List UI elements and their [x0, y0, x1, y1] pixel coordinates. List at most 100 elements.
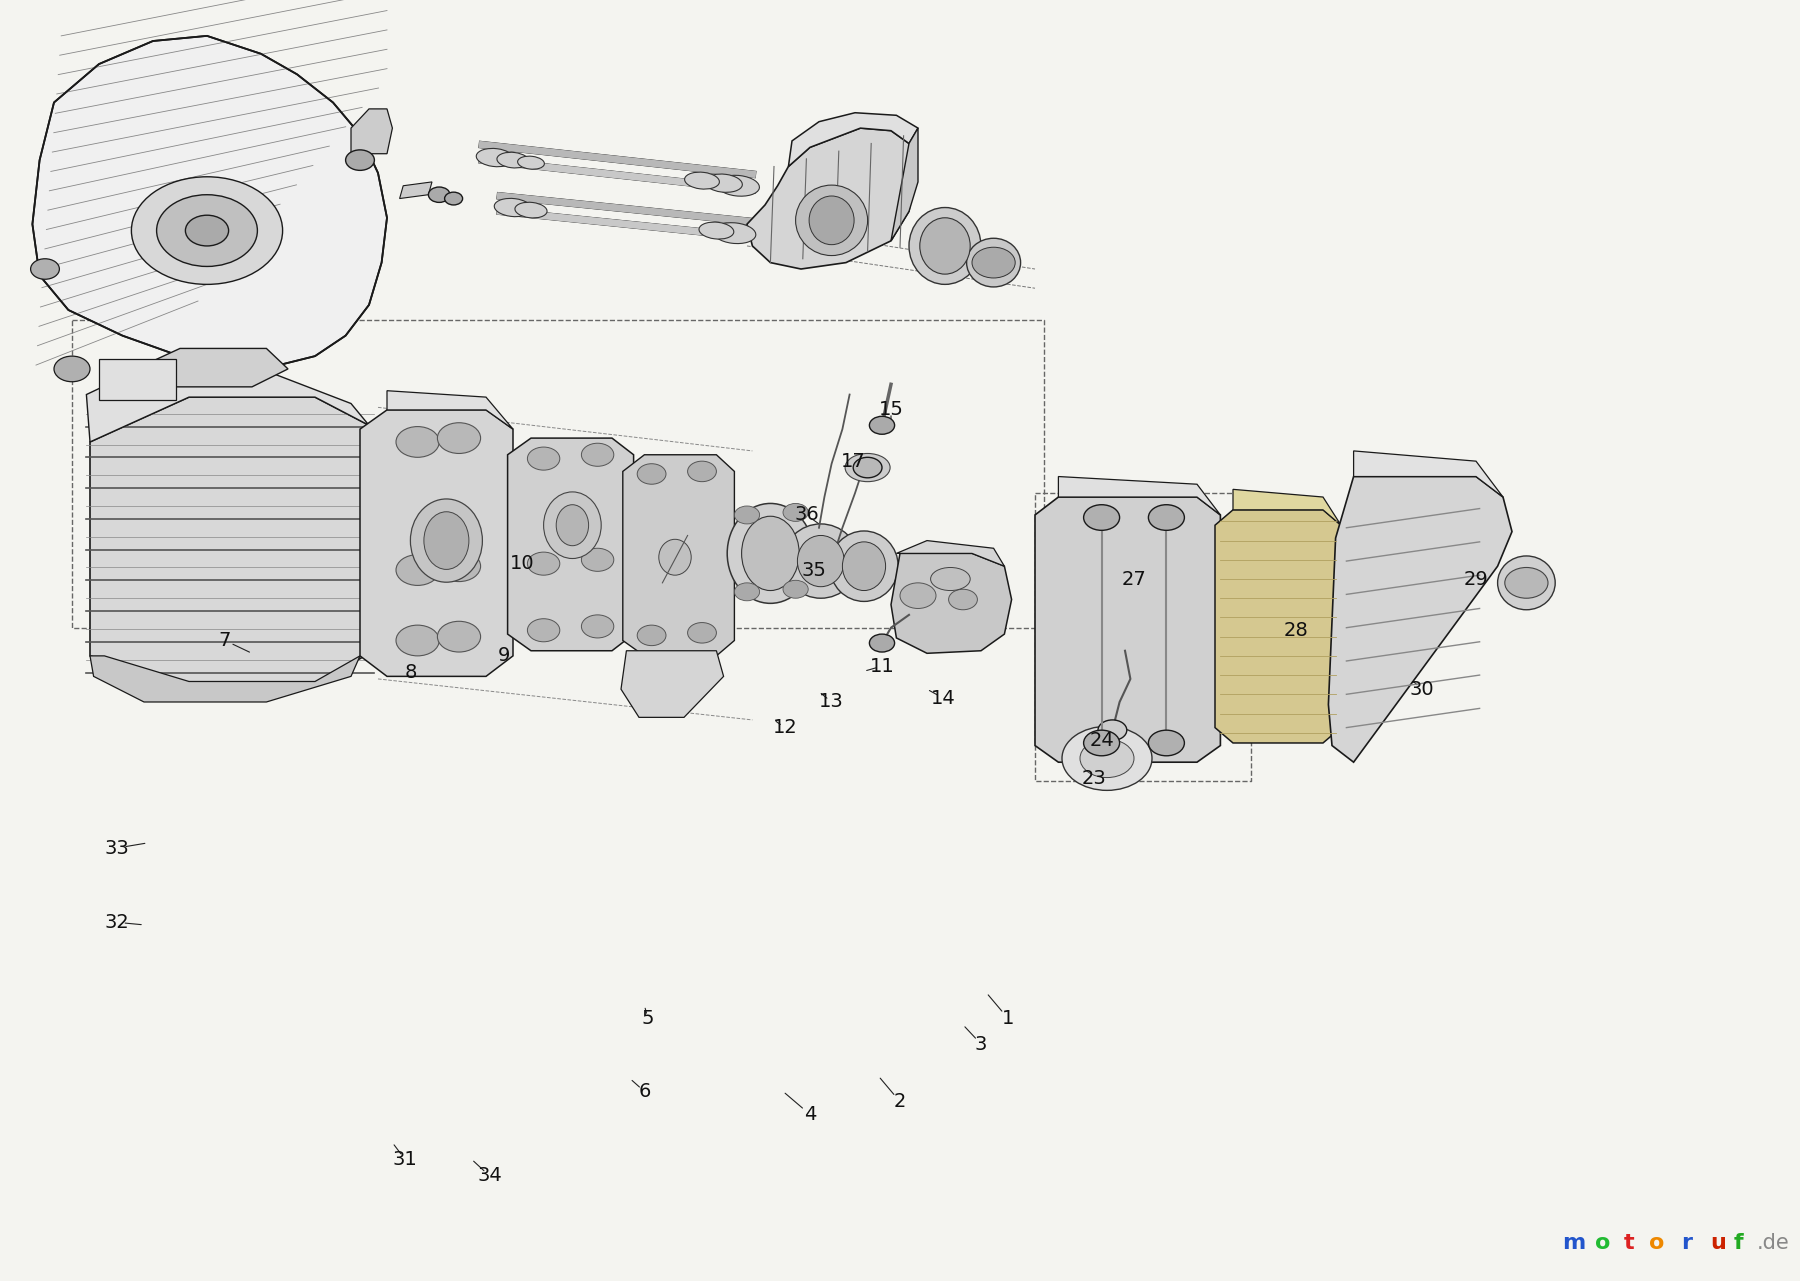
Ellipse shape — [830, 530, 898, 601]
Ellipse shape — [477, 149, 513, 167]
Circle shape — [131, 177, 283, 284]
Text: 27: 27 — [1121, 570, 1147, 588]
Ellipse shape — [1498, 556, 1555, 610]
Circle shape — [783, 503, 808, 521]
Text: 30: 30 — [1409, 680, 1435, 698]
Circle shape — [31, 259, 59, 279]
Ellipse shape — [497, 152, 529, 168]
Circle shape — [527, 619, 560, 642]
Text: 23: 23 — [1082, 770, 1107, 788]
Polygon shape — [90, 397, 369, 685]
Ellipse shape — [706, 174, 742, 192]
Polygon shape — [32, 36, 387, 365]
Text: 11: 11 — [869, 657, 895, 675]
Ellipse shape — [810, 196, 855, 245]
Ellipse shape — [659, 539, 691, 575]
Polygon shape — [400, 182, 432, 199]
Circle shape — [437, 423, 481, 453]
Text: 5: 5 — [643, 1009, 653, 1027]
Circle shape — [157, 195, 257, 266]
Polygon shape — [891, 553, 1012, 653]
Text: 6: 6 — [639, 1082, 650, 1100]
Text: 12: 12 — [772, 719, 797, 737]
Ellipse shape — [716, 175, 760, 196]
Ellipse shape — [909, 208, 981, 284]
Polygon shape — [144, 348, 288, 387]
Circle shape — [445, 192, 463, 205]
Polygon shape — [747, 128, 914, 269]
Ellipse shape — [515, 202, 547, 218]
Ellipse shape — [846, 453, 889, 482]
Circle shape — [637, 625, 666, 646]
Circle shape — [734, 506, 760, 524]
Ellipse shape — [920, 218, 970, 274]
Polygon shape — [891, 128, 918, 241]
Text: r: r — [1681, 1232, 1692, 1253]
Polygon shape — [1328, 477, 1512, 762]
Circle shape — [853, 457, 882, 478]
Circle shape — [734, 583, 760, 601]
Circle shape — [581, 615, 614, 638]
Polygon shape — [1354, 451, 1503, 497]
Ellipse shape — [967, 238, 1021, 287]
Ellipse shape — [931, 567, 970, 591]
Circle shape — [1084, 730, 1120, 756]
Circle shape — [1098, 720, 1127, 740]
Ellipse shape — [797, 535, 844, 587]
Text: 13: 13 — [819, 693, 844, 711]
Text: 1: 1 — [1003, 1009, 1013, 1027]
Circle shape — [581, 548, 614, 571]
Text: 34: 34 — [477, 1167, 502, 1185]
Circle shape — [527, 447, 560, 470]
Text: o: o — [1595, 1232, 1611, 1253]
Circle shape — [1062, 726, 1152, 790]
Circle shape — [428, 187, 450, 202]
Polygon shape — [788, 113, 918, 167]
Text: u: u — [1710, 1232, 1726, 1253]
Ellipse shape — [783, 524, 859, 598]
Text: 17: 17 — [841, 452, 866, 470]
Circle shape — [527, 552, 560, 575]
Circle shape — [1148, 730, 1184, 756]
Circle shape — [581, 443, 614, 466]
Text: t: t — [1624, 1232, 1634, 1253]
Text: 8: 8 — [405, 664, 416, 681]
Ellipse shape — [556, 505, 589, 546]
Polygon shape — [896, 541, 1004, 566]
Circle shape — [688, 623, 716, 643]
Circle shape — [1148, 505, 1184, 530]
Ellipse shape — [698, 222, 734, 240]
Text: 9: 9 — [499, 647, 509, 665]
Circle shape — [869, 634, 895, 652]
Circle shape — [783, 580, 808, 598]
Polygon shape — [1058, 477, 1220, 515]
Circle shape — [688, 461, 716, 482]
Text: 32: 32 — [104, 913, 130, 931]
Circle shape — [972, 247, 1015, 278]
Circle shape — [900, 583, 936, 608]
Text: f: f — [1733, 1232, 1742, 1253]
Circle shape — [869, 416, 895, 434]
Circle shape — [949, 589, 977, 610]
Text: 33: 33 — [104, 839, 130, 857]
Polygon shape — [508, 438, 634, 651]
Text: o: o — [1649, 1232, 1665, 1253]
Text: m: m — [1562, 1232, 1586, 1253]
Circle shape — [54, 356, 90, 382]
Polygon shape — [360, 410, 513, 676]
Ellipse shape — [727, 503, 814, 603]
Text: 36: 36 — [794, 506, 819, 524]
Circle shape — [396, 555, 439, 585]
Text: .de: .de — [1757, 1232, 1789, 1253]
Ellipse shape — [713, 223, 756, 243]
Polygon shape — [623, 455, 734, 656]
Circle shape — [637, 464, 666, 484]
Ellipse shape — [425, 512, 468, 570]
Circle shape — [437, 551, 481, 582]
Circle shape — [346, 150, 374, 170]
Text: 29: 29 — [1463, 570, 1489, 588]
Circle shape — [1084, 505, 1120, 530]
Text: 28: 28 — [1283, 621, 1309, 639]
Circle shape — [437, 621, 481, 652]
Circle shape — [396, 625, 439, 656]
